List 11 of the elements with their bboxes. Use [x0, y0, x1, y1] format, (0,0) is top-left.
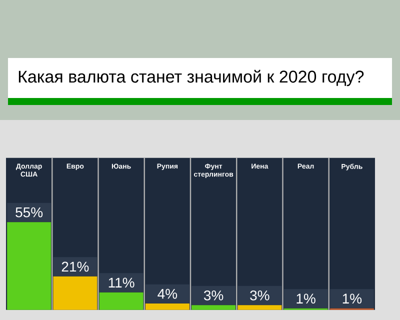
- bar: [192, 305, 236, 310]
- data-label: 3%: [204, 290, 224, 300]
- data-label: 3%: [250, 290, 270, 300]
- bar: [238, 305, 282, 310]
- data-label: 1%: [342, 294, 362, 304]
- data-label: 21%: [62, 262, 89, 272]
- data-label: 55%: [16, 207, 43, 218]
- data-label: 4%: [158, 288, 178, 299]
- data-label: 1%: [296, 294, 316, 304]
- chart-title: Какая валюта станет значимой к 2020 году?: [18, 70, 364, 86]
- data-label: 11%: [108, 278, 134, 288]
